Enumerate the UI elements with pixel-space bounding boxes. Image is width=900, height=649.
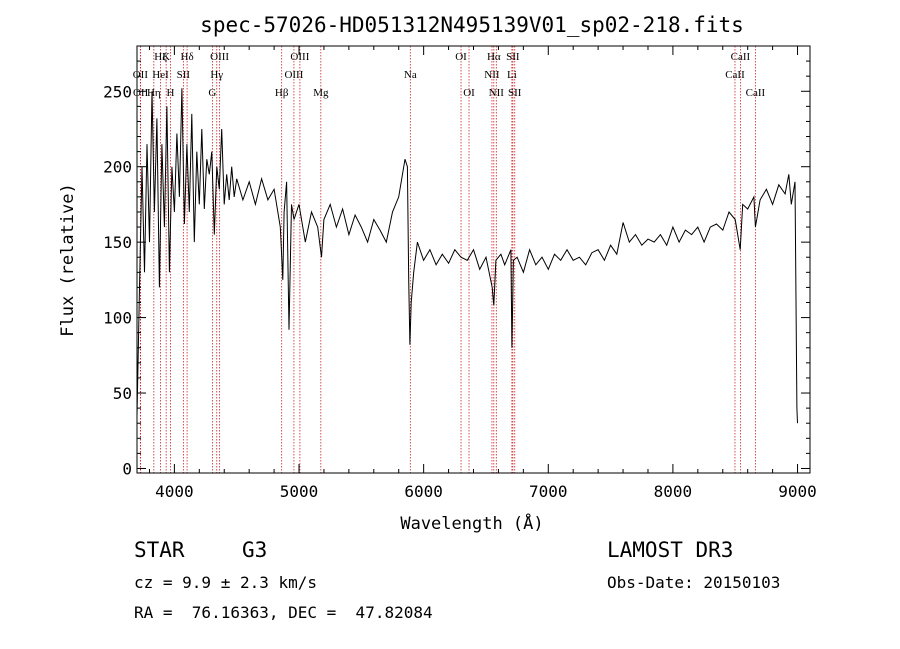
line-marker-label: H xyxy=(167,87,175,99)
line-marker-label: NII xyxy=(484,69,500,81)
line-marker-label: SII xyxy=(177,69,191,81)
line-marker-label: Hγ xyxy=(210,69,223,81)
line-marker-label: Hδ xyxy=(181,51,194,63)
line-marker-label: Li xyxy=(507,69,517,81)
redshift-cz: cz = 9.9 ± 2.3 km/s xyxy=(134,573,318,592)
line-marker-label: HeI xyxy=(152,69,169,81)
line-marker-label: CaII xyxy=(746,87,766,99)
y-tick-label: 250 xyxy=(103,82,132,101)
line-markers xyxy=(139,46,756,473)
line-marker-label: G xyxy=(208,87,216,99)
x-axis-label: Wavelength (Å) xyxy=(400,512,543,534)
y-tick-label: 100 xyxy=(103,309,132,328)
chart-title: spec-57026-HD051312N495139V01_sp02-218.f… xyxy=(200,13,744,37)
line-marker-label: Na xyxy=(404,69,417,81)
spectrum-series-line xyxy=(136,88,798,424)
line-marker-label: OII xyxy=(133,69,149,81)
line-marker-label: NII xyxy=(489,87,505,99)
y-tick-label: 0 xyxy=(122,459,132,478)
line-marker-label: K xyxy=(162,51,170,63)
line-marker-labels: HζK Hδ OIII OIII OI Hα SII CaII OII HeI SII Hγ OIII N… xyxy=(133,51,766,99)
y-axis-ticks: 0 50 100 150 200 250 xyxy=(103,60,810,478)
line-marker-label: OIII xyxy=(210,51,229,63)
line-marker-label: SII xyxy=(506,51,520,63)
line-marker-label: Hζ xyxy=(154,51,167,63)
survey-name: LAMOST DR3 xyxy=(607,538,734,562)
line-marker-label: OI xyxy=(463,87,475,99)
x-tick-label: 8000 xyxy=(654,482,693,501)
y-tick-label: 200 xyxy=(103,158,132,177)
object-class: STAR xyxy=(134,538,185,562)
line-marker-label: Hβ xyxy=(275,87,289,99)
x-tick-label: 4000 xyxy=(155,482,194,501)
line-marker-label: CaII xyxy=(725,69,745,81)
x-tick-label: 7000 xyxy=(529,482,568,501)
x-tick-label: 9000 xyxy=(778,482,817,501)
y-tick-label: 50 xyxy=(113,384,132,403)
x-tick-label: 6000 xyxy=(404,482,443,501)
line-marker-label: Mg xyxy=(313,87,329,99)
x-axis-ticks: 4000 5000 6000 7000 8000 9000 xyxy=(148,46,817,501)
line-marker-label: CaII xyxy=(731,51,751,63)
x-tick-label: 5000 xyxy=(280,482,319,501)
line-marker-label: Hα xyxy=(487,51,501,63)
line-marker-label: OI xyxy=(455,51,467,63)
line-marker-label: OIII xyxy=(290,51,309,63)
line-marker-label: Hη xyxy=(147,87,161,99)
line-marker-label: OIII xyxy=(284,69,303,81)
plot-frame xyxy=(136,45,811,474)
y-tick-label: 150 xyxy=(103,233,132,252)
object-subclass: G3 xyxy=(242,538,268,562)
line-marker-label: SII xyxy=(508,87,522,99)
y-axis-label: Flux (relative) xyxy=(58,183,78,337)
coordinates: RA = 76.16363, DEC = 47.82084 xyxy=(134,603,433,622)
observation-date: Obs-Date: 20150103 xyxy=(607,573,781,592)
